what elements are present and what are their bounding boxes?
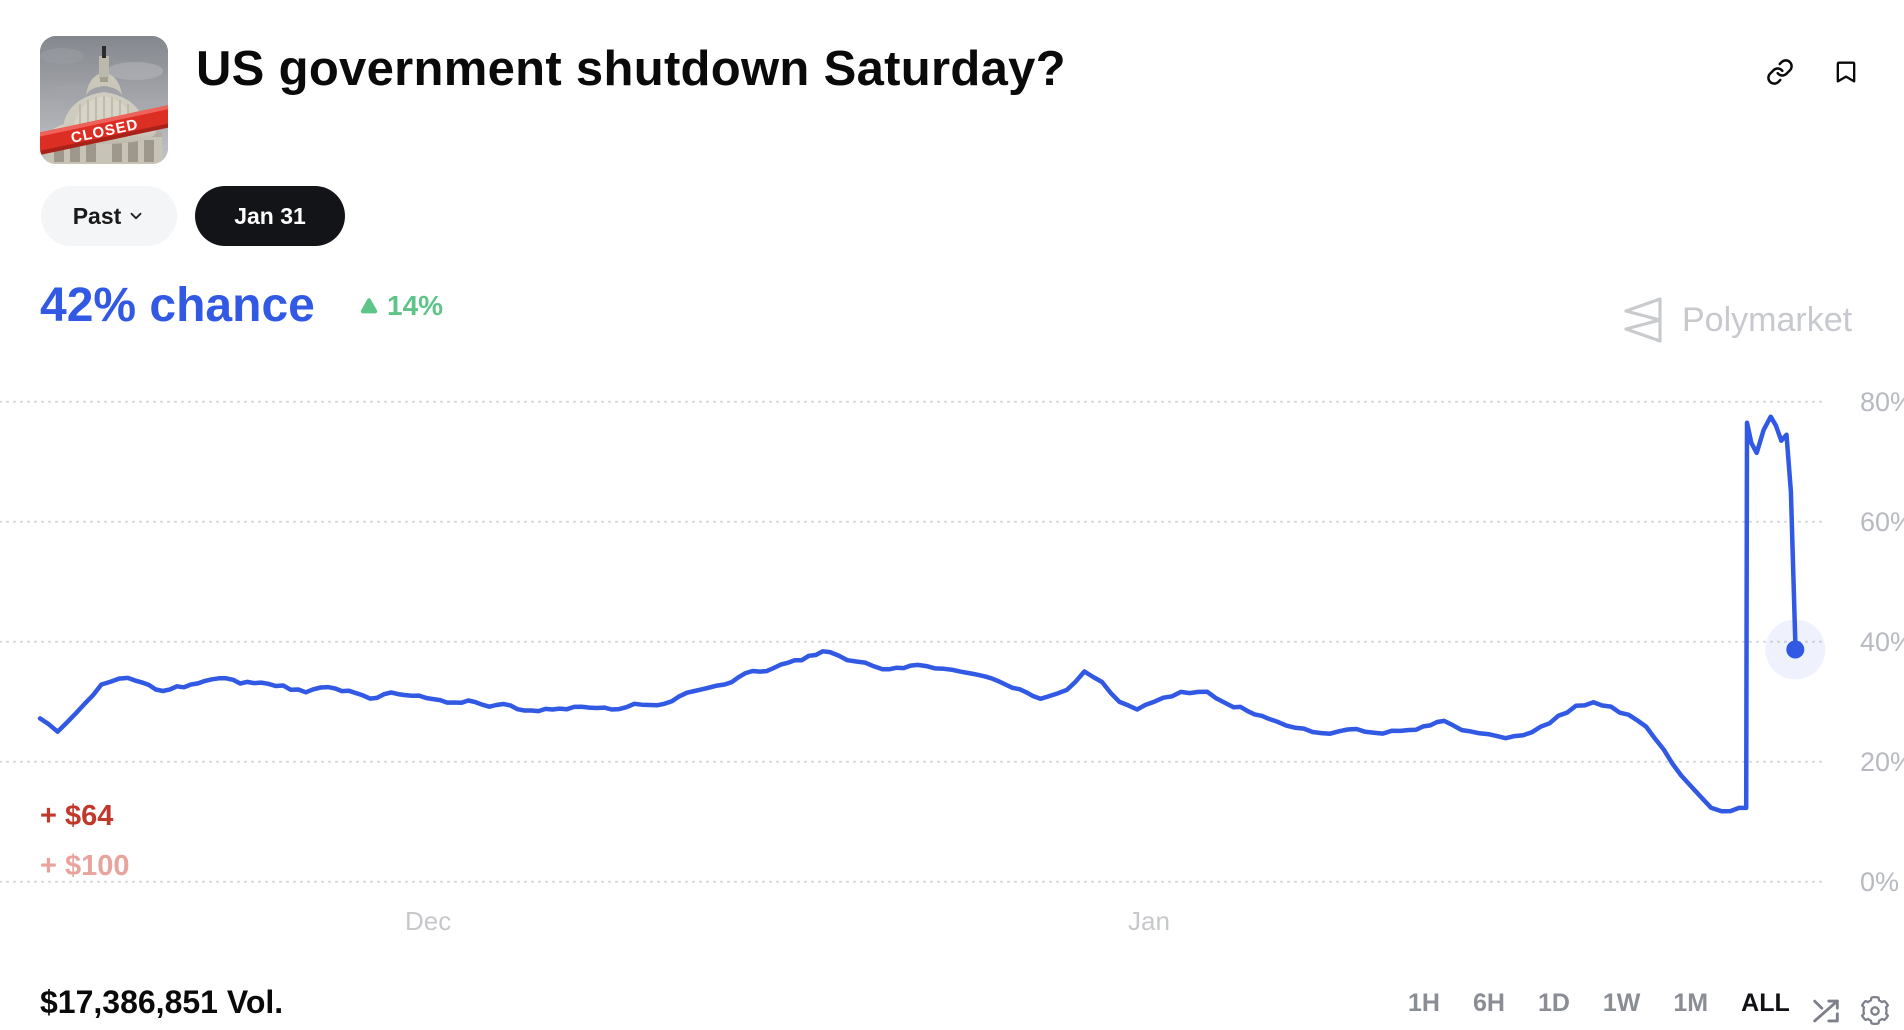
svg-text:20%: 20% xyxy=(1860,747,1904,777)
svg-text:Dec: Dec xyxy=(405,906,451,936)
svg-text:80%: 80% xyxy=(1860,387,1904,417)
svg-text:Jan: Jan xyxy=(1128,906,1170,936)
svg-text:0%: 0% xyxy=(1860,867,1899,897)
svg-text:40%: 40% xyxy=(1860,627,1904,657)
svg-text:60%: 60% xyxy=(1860,507,1904,537)
